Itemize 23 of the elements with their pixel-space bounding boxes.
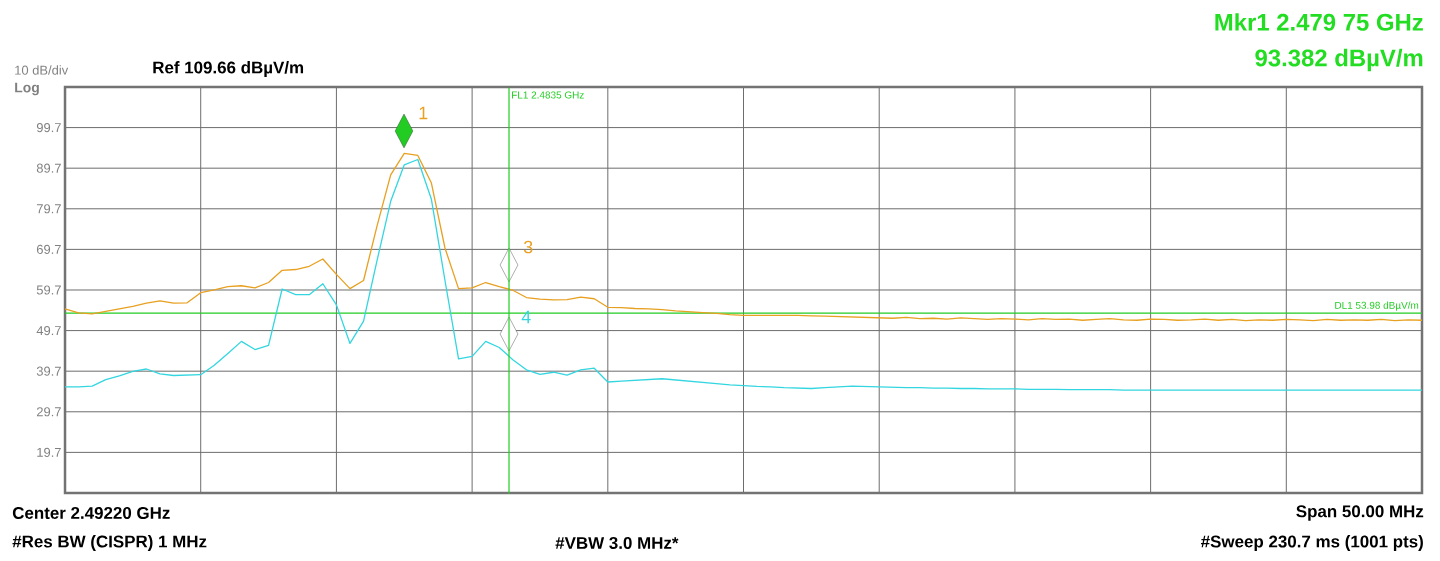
text: #VBW 3.0 MHz* (555, 536, 679, 549)
text: #Sweep 230.7 ms (1001 pts) (1200, 535, 1423, 551)
text: Log (15, 82, 39, 96)
y-tick-label: 59.7 (36, 285, 61, 295)
annotation: FL1 2.4835 GHz (512, 91, 584, 99)
y-tick-label: 99.7 (36, 123, 61, 133)
text: #Res BW (CISPR) 1 MHz (12, 535, 207, 551)
y-tick-label: 49.7 (36, 326, 61, 336)
y-tick-label: 29.7 (36, 407, 61, 417)
text: Span 50.00 MHz (1296, 505, 1424, 521)
y-tick-label: 79.7 (36, 204, 61, 214)
annotation: 1 (419, 106, 428, 120)
text: Center 2.49220 GHz (12, 506, 170, 519)
y-tick-label: 69.7 (36, 244, 61, 254)
ref-line-label: DL1 53.98 dBµV/m (1335, 301, 1419, 311)
text: 10 dB/div (15, 65, 69, 75)
text: Mkr1 2.479 75 GHz (1215, 13, 1423, 31)
y-tick-label: 39.7 (36, 366, 61, 376)
annotation: 4 (521, 310, 531, 324)
y-tick-label: 19.7 (37, 447, 61, 457)
text: Ref 109.66 dBµV/m (153, 61, 304, 77)
text: 93.382 dBµV/m (1255, 48, 1423, 72)
y-tick-label: 89.7 (36, 163, 61, 173)
